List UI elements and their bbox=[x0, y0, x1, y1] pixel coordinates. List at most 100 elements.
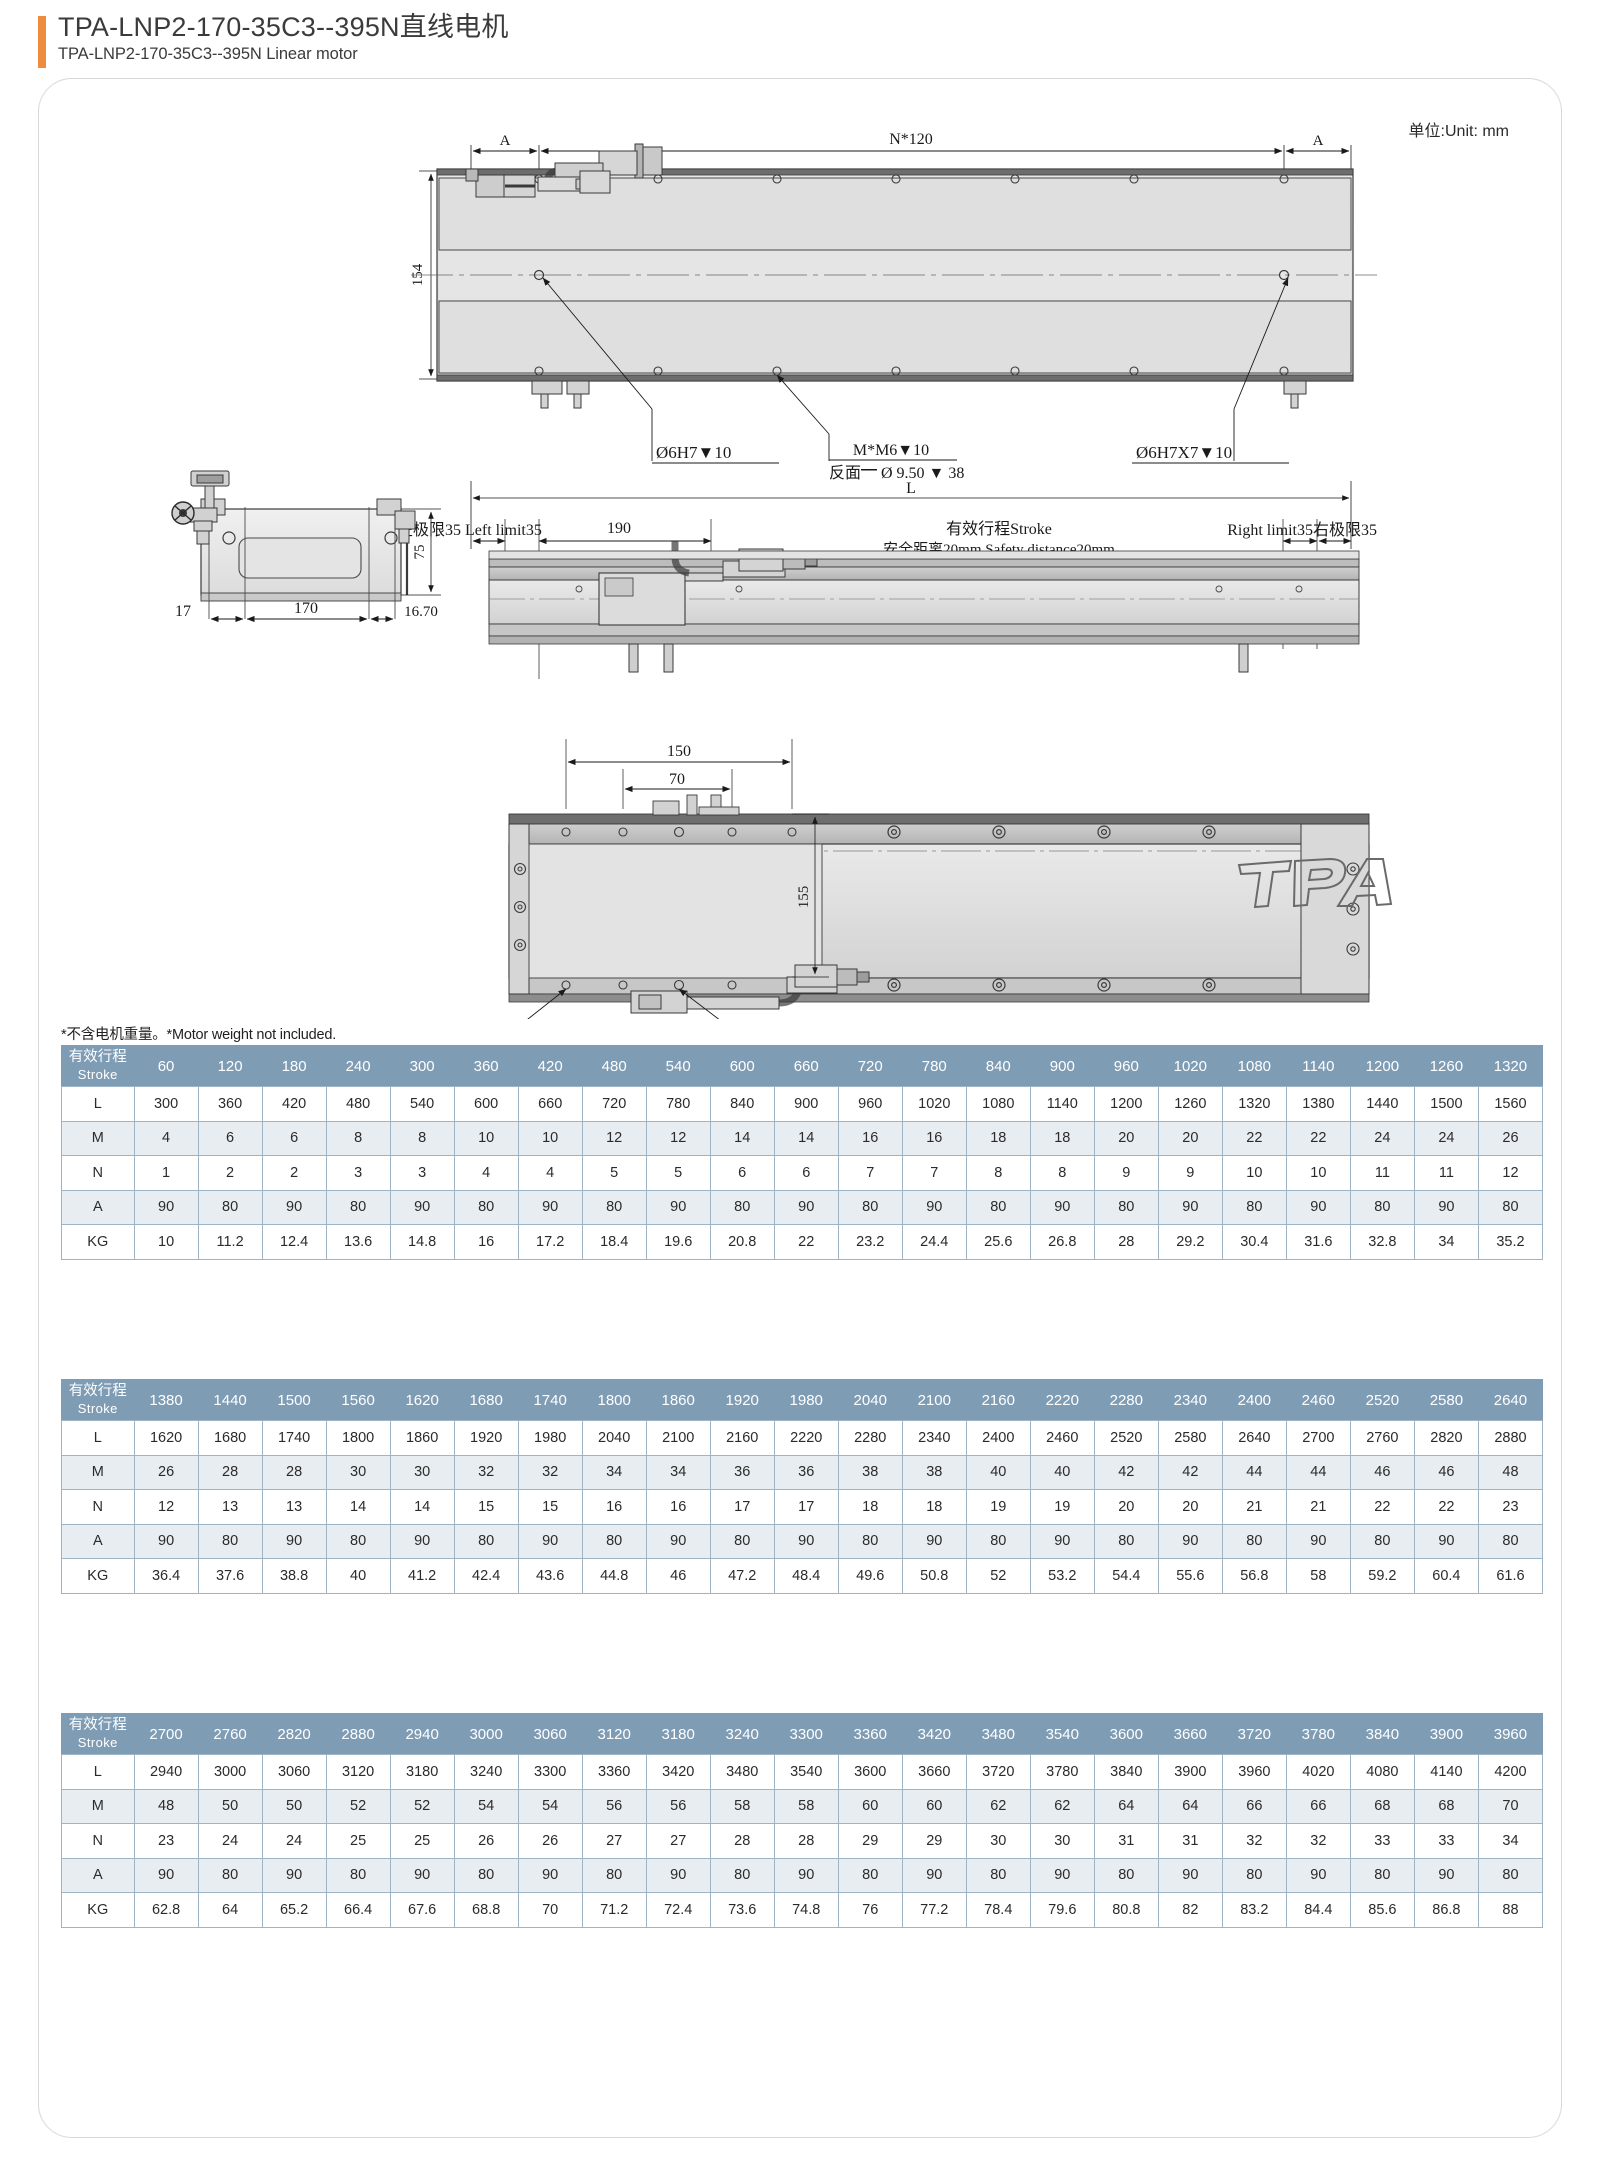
top-view-drawing: A N*120 A 154 bbox=[410, 131, 1377, 482]
table-cell: 38 bbox=[901, 1454, 967, 1490]
table-cell: 8 bbox=[325, 1120, 391, 1156]
table-cell: 80 bbox=[709, 1189, 775, 1225]
table-cell: 1320 bbox=[1221, 1086, 1287, 1122]
table-cell: 10 bbox=[1285, 1155, 1351, 1191]
table-cell: 80 bbox=[325, 1523, 391, 1559]
table-cell: 18 bbox=[837, 1489, 903, 1525]
table-cell: 54 bbox=[517, 1788, 583, 1824]
table-cell: 6 bbox=[773, 1155, 839, 1191]
table-cell: 16 bbox=[837, 1120, 903, 1156]
dim-150: 150 bbox=[667, 743, 691, 760]
table-cell: 3 bbox=[325, 1155, 391, 1191]
table-cell: 70 bbox=[1477, 1788, 1544, 1824]
table-cell: 76 bbox=[837, 1892, 903, 1928]
stroke-header-cell: 1140 bbox=[1285, 1045, 1351, 1087]
table-cell: 960 bbox=[837, 1086, 903, 1122]
table-cell: 3720 bbox=[965, 1754, 1031, 1790]
stroke-header-cell: 1680 bbox=[453, 1379, 519, 1421]
stroke-header-cell: 180 bbox=[261, 1045, 327, 1087]
side-view-drawing: 75 17 170 16.70 bbox=[171, 470, 441, 623]
table-cell: 90 bbox=[1157, 1857, 1223, 1893]
table-cell: 90 bbox=[517, 1523, 583, 1559]
stroke-header-cell: 1500 bbox=[261, 1379, 327, 1421]
table-cell: 90 bbox=[389, 1857, 455, 1893]
table-cell: 420 bbox=[261, 1086, 327, 1122]
table-cell: 80 bbox=[965, 1523, 1031, 1559]
table-cell: 90 bbox=[261, 1189, 327, 1225]
table-row: KG 36.4 37.6 38.8 40 41.2 42.4 43.6 44.8 46 47.2 48… bbox=[61, 1558, 1544, 1594]
table-cell: 15 bbox=[453, 1489, 519, 1525]
callout-8xm6: 8xM6 ▼12 bbox=[429, 1018, 508, 1019]
dim-75: 75 bbox=[412, 545, 428, 560]
table-row: KG 10 11.2 12.4 13.6 14.8 16 17.2 18.4 19.6 20.8 22… bbox=[61, 1224, 1544, 1260]
table-cell: 71.2 bbox=[581, 1892, 647, 1928]
callout-center-line1: M*M6▼10 bbox=[853, 442, 929, 459]
table-cell: 30 bbox=[325, 1454, 391, 1490]
table-cell: 23 bbox=[1477, 1489, 1544, 1525]
svg-text:A: A bbox=[500, 133, 511, 149]
table-cell: 32.8 bbox=[1349, 1224, 1415, 1260]
table-cell: 64 bbox=[1093, 1788, 1159, 1824]
table-cell: 6 bbox=[261, 1120, 327, 1156]
table-row: L 300 360 420 480 540 600 660 720 780 840 900 960 102… bbox=[61, 1086, 1544, 1122]
row-label: A bbox=[61, 1523, 135, 1559]
stroke-header-cell: 3120 bbox=[581, 1713, 647, 1755]
table-cell: 24 bbox=[261, 1823, 327, 1859]
table-cell: 46 bbox=[1349, 1454, 1415, 1490]
table-cell: 5 bbox=[581, 1155, 647, 1191]
table-cell: 49.6 bbox=[837, 1558, 903, 1594]
table-cell: 20 bbox=[1157, 1120, 1223, 1156]
table-cell: 840 bbox=[709, 1086, 775, 1122]
table-cell: 90 bbox=[1157, 1189, 1223, 1225]
stroke-header-cell: 3360 bbox=[837, 1713, 903, 1755]
table-cell: 46 bbox=[1413, 1454, 1479, 1490]
table-cell: 90 bbox=[133, 1857, 199, 1893]
table-cell: 14 bbox=[773, 1120, 839, 1156]
stroke-header-cell: 2580 bbox=[1413, 1379, 1479, 1421]
table-cell: 24 bbox=[1349, 1120, 1415, 1156]
table-cell: 32 bbox=[1221, 1823, 1287, 1859]
table-cell: 66 bbox=[1285, 1788, 1351, 1824]
stroke-corner-header: 有效行程 Stroke bbox=[61, 1379, 135, 1421]
table-cell: 2880 bbox=[1477, 1420, 1544, 1456]
table-cell: 33 bbox=[1349, 1823, 1415, 1859]
page-header: TPA-LNP2-170-35C3--395N直线电机 TPA-LNP2-170… bbox=[38, 10, 509, 68]
table-cell: 90 bbox=[1413, 1857, 1479, 1893]
table-cell: 80 bbox=[581, 1523, 647, 1559]
table-cell: 16 bbox=[581, 1489, 647, 1525]
stroke-header-cell: 2640 bbox=[1477, 1379, 1544, 1421]
table-cell: 62 bbox=[965, 1788, 1031, 1824]
table-cell: 80 bbox=[1477, 1189, 1544, 1225]
callout-2x5h7: 2x Ø5H7▼17 bbox=[734, 1018, 831, 1019]
table-cell: 4140 bbox=[1413, 1754, 1479, 1790]
table-cell: 43.6 bbox=[517, 1558, 583, 1594]
stroke-header-cell: 840 bbox=[965, 1045, 1031, 1087]
stroke-header-cell: 240 bbox=[325, 1045, 391, 1087]
table-cell: 20 bbox=[1093, 1120, 1159, 1156]
table-cell: 3960 bbox=[1221, 1754, 1287, 1790]
table-cell: 24.4 bbox=[901, 1224, 967, 1260]
table-cell: 90 bbox=[1285, 1189, 1351, 1225]
table-cell: 22 bbox=[773, 1224, 839, 1260]
table-cell: 2340 bbox=[901, 1420, 967, 1456]
unit-label: 单位:Unit: mm bbox=[1408, 123, 1509, 140]
table-cell: 10 bbox=[1221, 1155, 1287, 1191]
table-cell: 80 bbox=[325, 1857, 391, 1893]
stroke-header-cell: 1800 bbox=[581, 1379, 647, 1421]
table-cell: 80 bbox=[1477, 1523, 1544, 1559]
table-cell: 4020 bbox=[1285, 1754, 1351, 1790]
table-cell: 480 bbox=[325, 1086, 391, 1122]
table-cell: 3840 bbox=[1093, 1754, 1159, 1790]
table-cell: 34 bbox=[1413, 1224, 1479, 1260]
dim-190: 190 bbox=[607, 520, 631, 537]
stroke-header-cell: 3660 bbox=[1157, 1713, 1223, 1755]
table-cell: 80 bbox=[453, 1857, 519, 1893]
table-cell: 48 bbox=[1477, 1454, 1544, 1490]
table-cell: 2 bbox=[261, 1155, 327, 1191]
table-cell: 540 bbox=[389, 1086, 455, 1122]
page-title-en: TPA-LNP2-170-35C3--395N Linear motor bbox=[58, 45, 358, 63]
table-cell: 2400 bbox=[965, 1420, 1031, 1456]
table-cell: 90 bbox=[261, 1857, 327, 1893]
table-cell: 17 bbox=[773, 1489, 839, 1525]
stroke-header-cell: 2340 bbox=[1157, 1379, 1223, 1421]
